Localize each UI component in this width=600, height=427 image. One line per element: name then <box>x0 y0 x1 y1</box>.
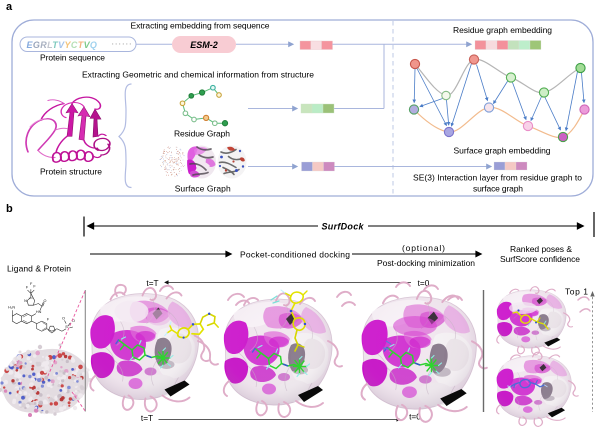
svg-text:Protein structure: Protein structure <box>40 167 102 177</box>
svg-text:O: O <box>43 299 46 303</box>
svg-text:F: F <box>30 282 33 286</box>
svg-text:t=T: t=T <box>141 413 153 423</box>
svg-text:······: ······ <box>111 39 132 50</box>
svg-text:Ranked poses &: Ranked poses & <box>510 244 572 254</box>
svg-text:O: O <box>72 319 75 323</box>
svg-text:H₂N: H₂N <box>8 306 15 310</box>
svg-text:SE(3) Interaction layer from r: SE(3) Interaction layer from residue gra… <box>413 173 582 183</box>
svg-text:t=T: t=T <box>146 278 158 288</box>
svg-text:Extracting Geometric and chemi: Extracting Geometric and chemical inform… <box>82 70 314 80</box>
svg-text:F: F <box>47 317 50 321</box>
svg-text:(optional): (optional) <box>402 243 445 253</box>
svg-text:SurfScore confidence: SurfScore confidence <box>500 254 580 264</box>
svg-text:N: N <box>24 299 27 303</box>
svg-text:a: a <box>6 1 13 13</box>
svg-text:F: F <box>26 285 29 289</box>
svg-text:S: S <box>65 325 68 329</box>
svg-text:F: F <box>33 285 36 289</box>
svg-text:b: b <box>6 203 13 215</box>
svg-text:Residue graph embedding: Residue graph embedding <box>453 25 552 35</box>
svg-text:Surface graph embedding: Surface graph embedding <box>454 146 551 156</box>
svg-text:HN: HN <box>36 310 42 314</box>
svg-text:surface graph: surface graph <box>473 184 523 194</box>
svg-text:Protein sequence: Protein sequence <box>40 53 105 63</box>
svg-text:t=0: t=0 <box>418 278 430 288</box>
svg-text:Top 1: Top 1 <box>565 286 588 296</box>
svg-text:t=0: t=0 <box>409 412 421 422</box>
svg-text:Post-docking minimization: Post-docking minimization <box>377 258 475 268</box>
svg-text:Surface Graph: Surface Graph <box>175 183 231 193</box>
svg-text:Residue Graph: Residue Graph <box>174 129 230 139</box>
svg-text:Extracting embedding from sequ: Extracting embedding from sequence <box>131 21 270 31</box>
svg-text:Ligand & Protein: Ligand & Protein <box>7 263 71 273</box>
svg-text:ESM-2: ESM-2 <box>190 40 218 50</box>
svg-text:EGRLTVYCTVQ: EGRLTVYCTVQ <box>27 40 98 50</box>
svg-text:O: O <box>62 316 65 320</box>
svg-text:SurfDock: SurfDock <box>322 222 365 232</box>
svg-text:Pocket-conditioned docking: Pocket-conditioned docking <box>240 249 350 259</box>
